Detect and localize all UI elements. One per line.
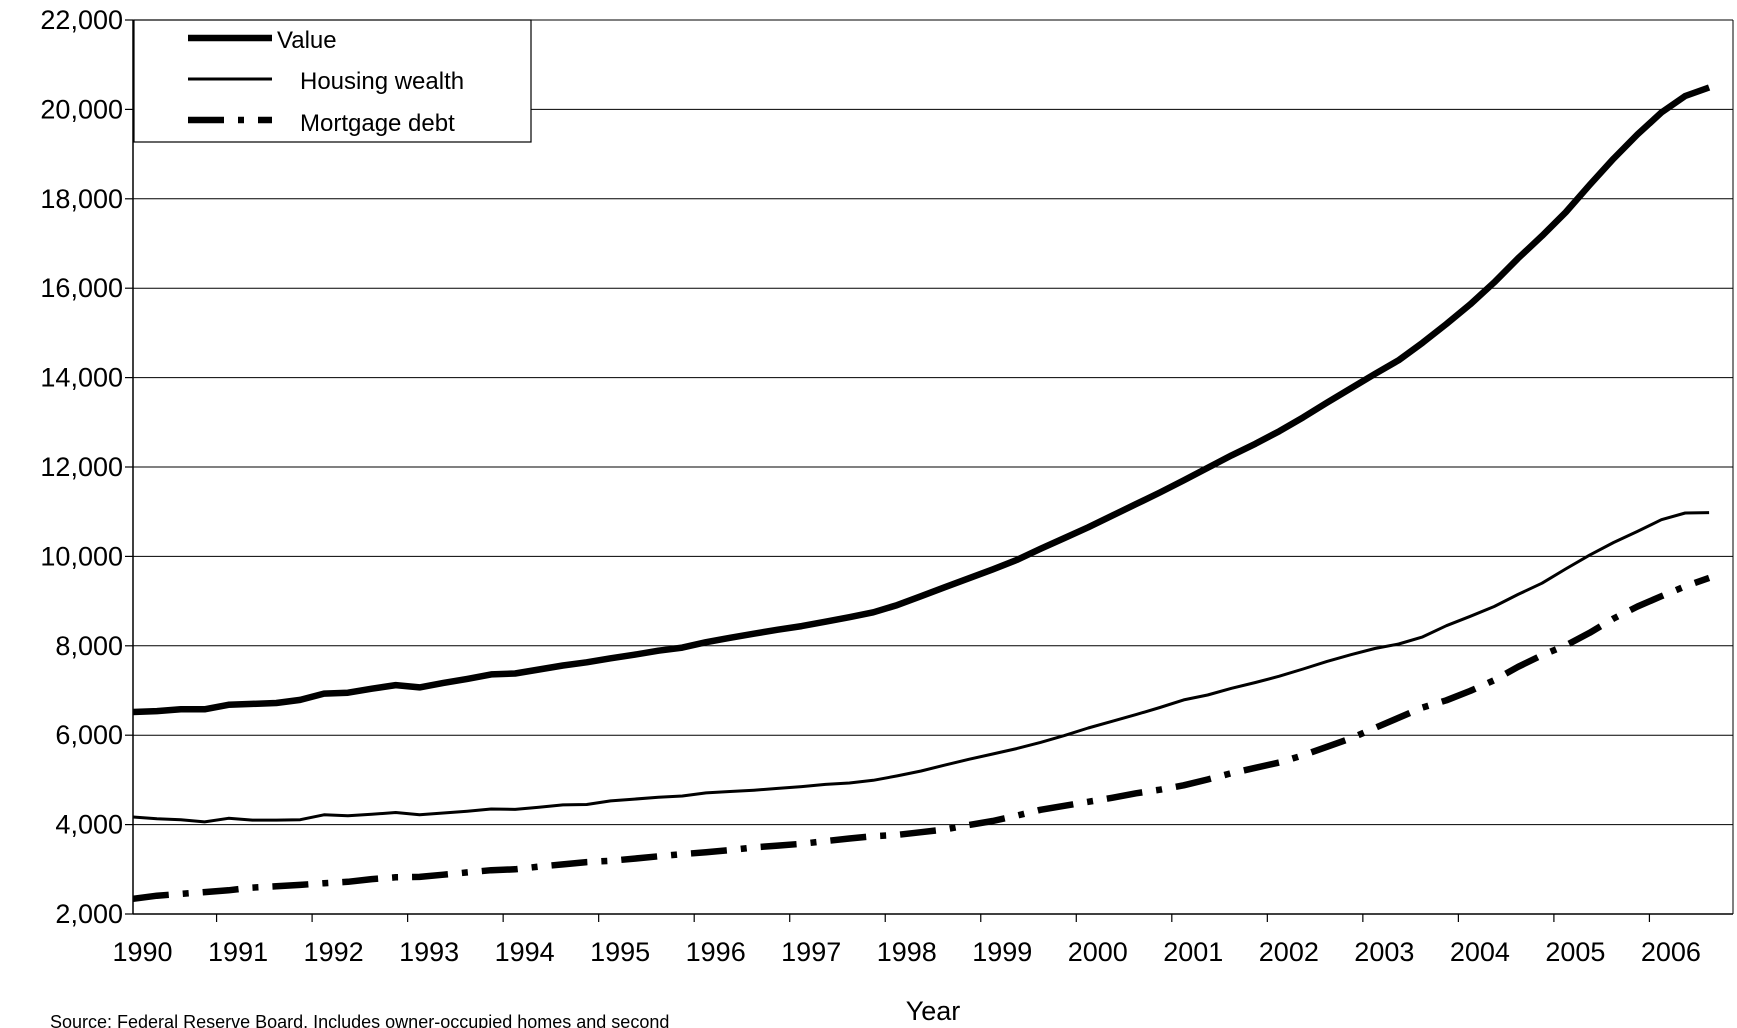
x-tick-label: 2002 [1259, 937, 1319, 967]
x-tick-label: 2004 [1450, 937, 1510, 967]
x-tick-label: 1994 [495, 937, 555, 967]
x-tick-label: 1995 [590, 937, 650, 967]
y-tick-label: 20,000 [40, 94, 123, 124]
y-axis-ticks: 2,000 4,000 6,000 8,000 10,000 12,000 14,000 16… [40, 5, 133, 929]
x-tick-label: 2006 [1641, 937, 1701, 967]
y-tick-label: 6,000 [55, 720, 123, 750]
x-tick-label: 1990 [113, 937, 173, 967]
x-tick-label: 1997 [781, 937, 841, 967]
series-line-housing-wealth [132, 511, 1710, 824]
legend: Value Housing wealth Mortgage debt [133, 19, 532, 143]
x-tick-label: 2003 [1354, 937, 1414, 967]
y-tick-label: 22,000 [40, 5, 123, 35]
x-tick-label: 2005 [1545, 937, 1605, 967]
y-tick-label: 4,000 [55, 810, 123, 840]
legend-label-mortgage-debt: Mortgage debt [300, 110, 455, 137]
y-tick-label: 18,000 [40, 184, 123, 214]
x-tick-label: 1996 [686, 937, 746, 967]
source-note: Source: Federal Reserve Board. Includes … [50, 1012, 669, 1028]
y-tick-label: 12,000 [40, 452, 123, 482]
y-tick-label: 2,000 [55, 899, 123, 929]
x-tick-label: 1999 [972, 937, 1032, 967]
legend-label-housing-wealth: Housing wealth [300, 68, 464, 95]
x-tick-label: 1993 [399, 937, 459, 967]
y-tick-label: 14,000 [40, 363, 123, 393]
x-axis-ticks: 1990 1991 1992 1993 1994 1995 1996 1997 1998 1999… [113, 914, 1701, 967]
y-tick-label: 8,000 [55, 631, 123, 661]
x-tick-label: 1992 [304, 937, 364, 967]
x-tick-label: 2000 [1068, 937, 1128, 967]
y-tick-label: 10,000 [40, 541, 123, 571]
x-axis-title: Year [906, 996, 961, 1026]
series-lines [132, 84, 1711, 903]
x-tick-label: 1991 [208, 937, 268, 967]
x-tick-label: 2001 [1163, 937, 1223, 967]
y-tick-label: 16,000 [40, 273, 123, 303]
series-line-value [132, 84, 1711, 716]
x-tick-label: 1998 [877, 937, 937, 967]
series-line-mortgage-debt [132, 574, 1711, 903]
legend-label-value: Value [277, 27, 337, 54]
